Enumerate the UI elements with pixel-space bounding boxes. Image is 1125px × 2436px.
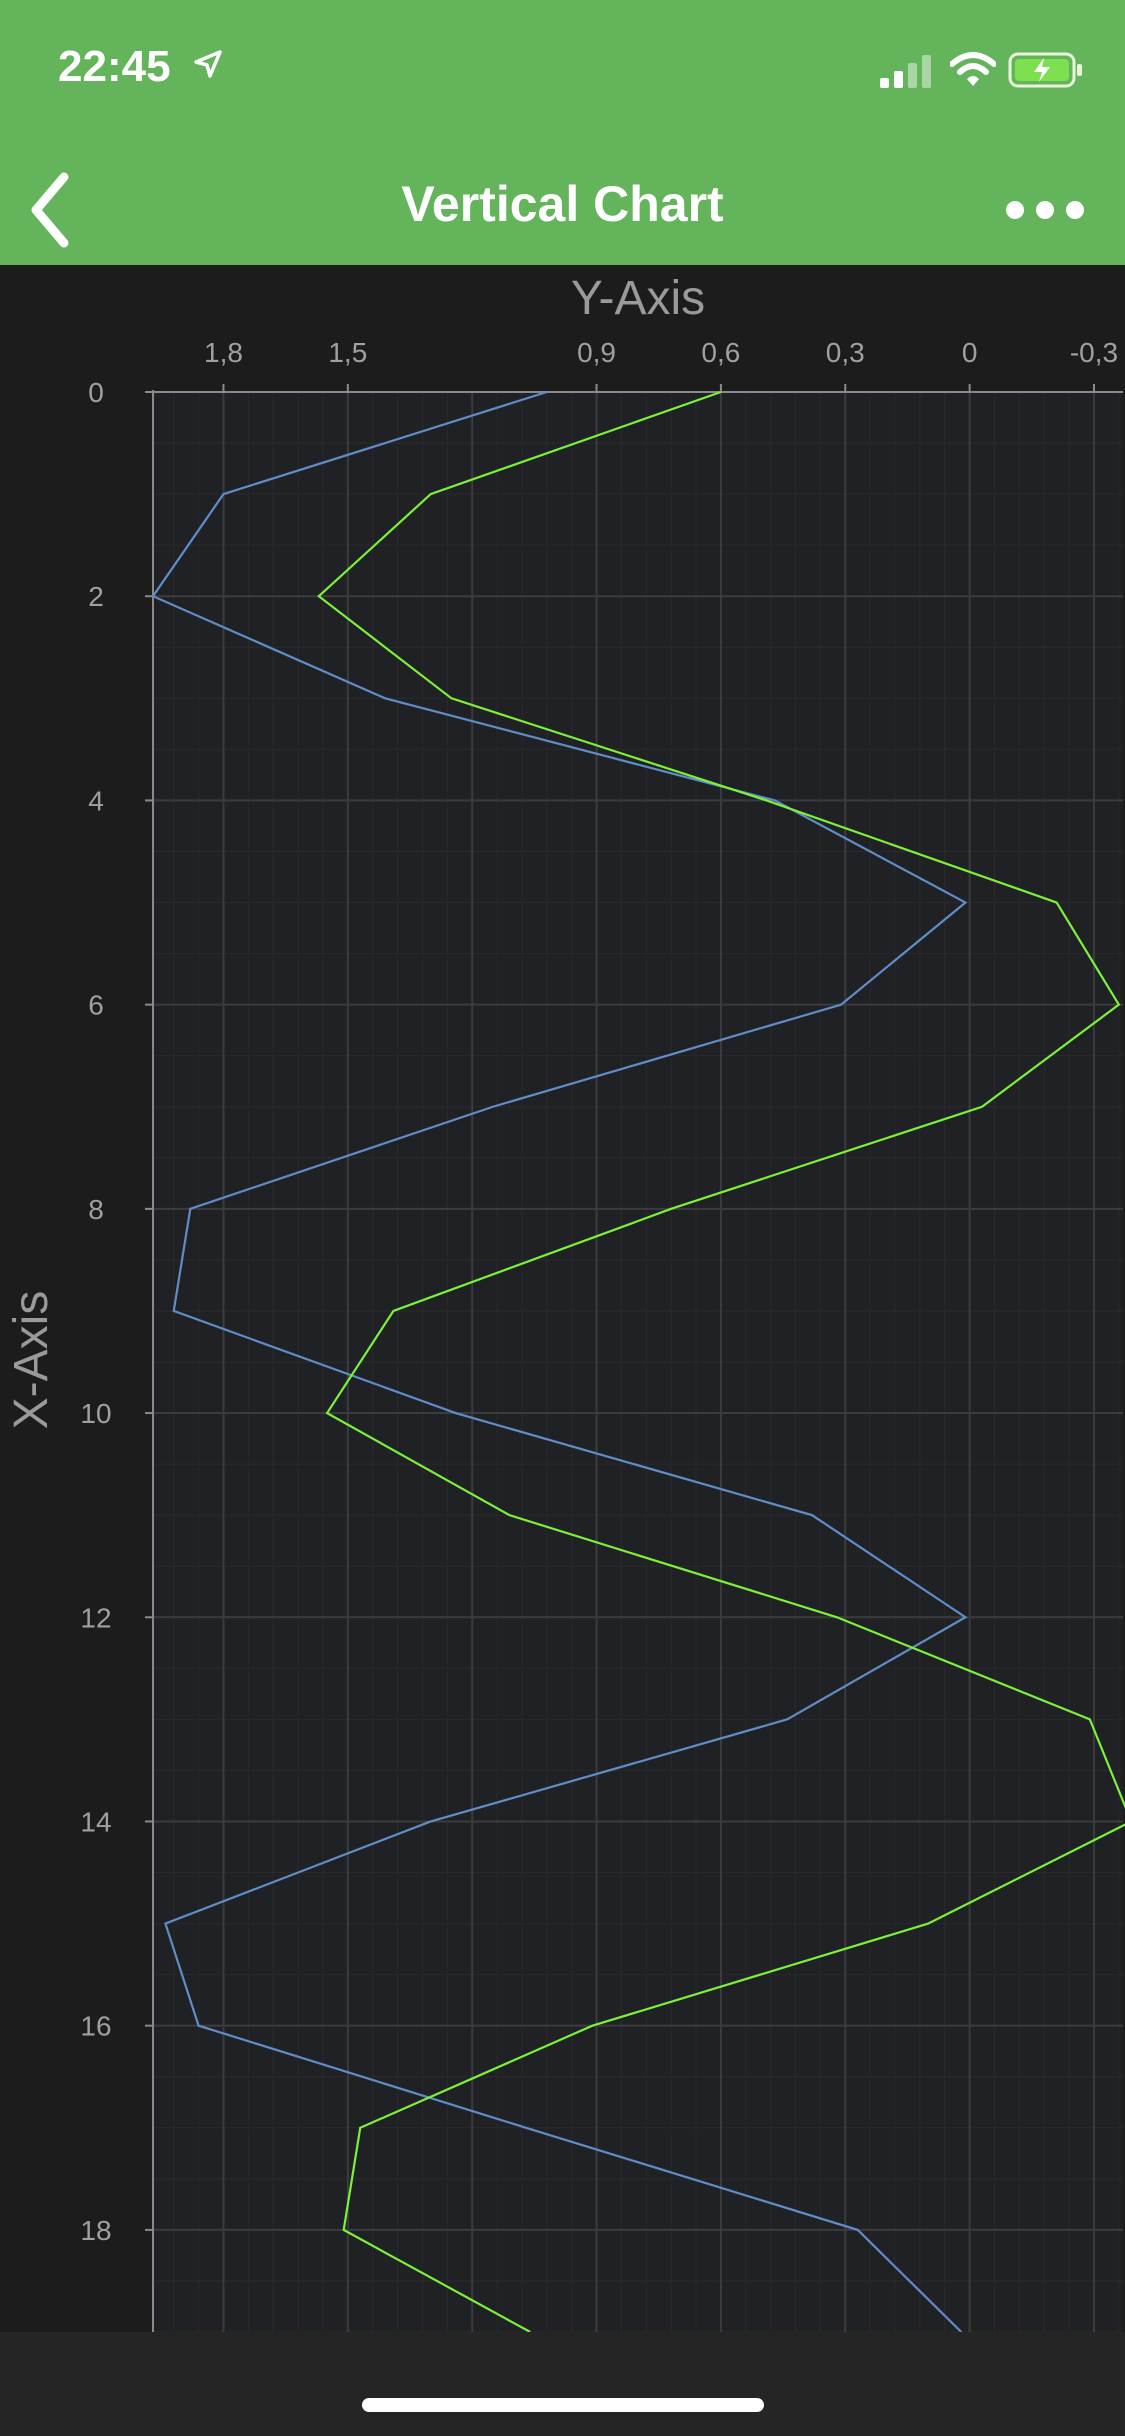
home-bar — [0, 2332, 1125, 2436]
major-grid — [153, 391, 1123, 2332]
x-tick-label: 12 — [80, 1602, 111, 1633]
x-tick-label: 8 — [88, 1194, 104, 1225]
x-tick-label: 18 — [80, 2215, 111, 2246]
axes — [151, 390, 1123, 2332]
chevron-left-icon — [31, 172, 69, 248]
x-tick-label: 0 — [88, 377, 104, 408]
y-tick-label: 1,8 — [204, 337, 243, 368]
y-axis-ticks: 1,8 1,5 0,9 0,6 0,3 0 -0,3 — [204, 337, 1118, 392]
status-bar: 22:45 — [0, 0, 1125, 150]
home-indicator[interactable] — [362, 2398, 764, 2412]
x-tick-label: 14 — [80, 1806, 111, 1837]
y-tick-label: 0,6 — [701, 337, 740, 368]
x-tick-label: 2 — [88, 581, 104, 612]
y-tick-label: 0 — [962, 337, 978, 368]
x-tick-label: 10 — [80, 1398, 111, 1429]
y-tick-label: 1,5 — [328, 337, 367, 368]
x-axis-title: X-Axis — [5, 1291, 58, 1430]
more-button[interactable] — [1000, 190, 1090, 230]
x-tick-label: 6 — [88, 990, 104, 1021]
cellular-signal-icon — [880, 55, 931, 88]
page-title: Vertical Chart — [401, 176, 724, 232]
y-tick-label: -0,3 — [1070, 337, 1118, 368]
location-arrow-icon — [194, 50, 222, 78]
series-line-2 — [317, 390, 1125, 2332]
more-dots-icon — [1006, 201, 1084, 219]
series-lines — [151, 390, 1125, 2332]
wifi-icon — [950, 52, 996, 86]
minor-grid — [153, 392, 1123, 2332]
x-axis-ticks: 0 2 4 6 8 10 12 14 16 18 — [80, 377, 153, 2246]
x-tick-label: 4 — [88, 785, 104, 816]
x-tick-label: 16 — [80, 2011, 111, 2042]
back-button[interactable] — [22, 165, 82, 255]
y-tick-label: 0,9 — [577, 337, 616, 368]
series-line-1 — [151, 390, 968, 2332]
vertical-line-chart[interactable]: 1,8 1,5 0,9 0,6 0,3 0 -0,3 0 2 4 6 8 10 12 14 16 18 Y-A… — [0, 265, 1125, 2332]
status-time: 22:45 — [58, 42, 171, 91]
y-tick-label: 0,3 — [826, 337, 865, 368]
nav-bar: Vertical Chart — [0, 150, 1125, 265]
battery-charging-icon — [1008, 52, 1082, 88]
y-axis-title: Y-Axis — [571, 272, 705, 325]
